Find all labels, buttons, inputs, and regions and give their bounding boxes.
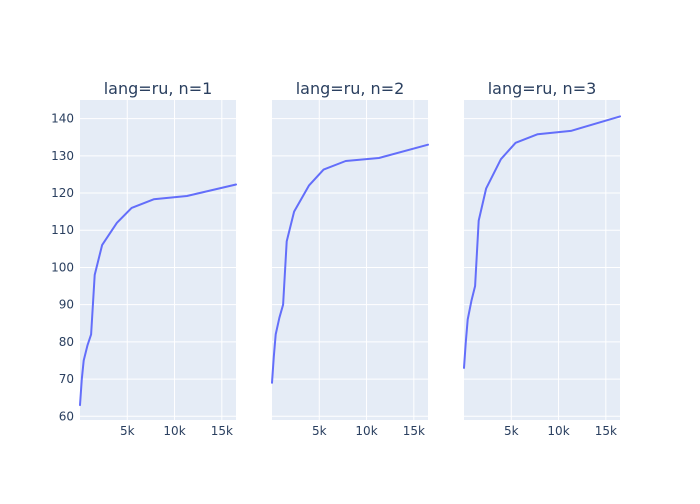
x-tick-label: 5k: [504, 424, 519, 438]
y-tick-label: 90: [59, 298, 74, 312]
panel-title: lang=ru, n=2: [296, 79, 405, 98]
y-tick-label: 60: [59, 409, 74, 423]
series-line: [79, 183, 237, 407]
panel-title: lang=ru, n=3: [488, 79, 597, 98]
x-tick-label: 5k: [312, 424, 327, 438]
y-tick-label: 80: [59, 335, 74, 349]
panel-title: lang=ru, n=1: [104, 79, 213, 98]
series-line: [271, 143, 429, 384]
panel-3: 5k 10k 15k lang=ru, n=3: [463, 79, 621, 438]
series-line: [463, 115, 621, 369]
x-tick-label: 10k: [355, 424, 377, 438]
y-tick-label: 70: [59, 372, 74, 386]
x-tick-label: 15k: [595, 424, 617, 438]
x-tick-label: 10k: [163, 424, 185, 438]
x-tick-label: 15k: [211, 424, 233, 438]
y-tick-label: 130: [51, 149, 74, 163]
plot-area: [272, 100, 428, 420]
y-tick-label: 100: [51, 260, 74, 274]
plot-area: [464, 100, 620, 420]
y-tick-label: 140: [51, 112, 74, 126]
y-tick-label: 110: [51, 223, 74, 237]
panel-2: 5k 10k 15k lang=ru, n=2: [271, 79, 429, 438]
x-tick-label: 15k: [403, 424, 425, 438]
x-tick-label: 5k: [120, 424, 135, 438]
panel-1: 60 70 80 90 100 110 120 130 140 5k 10k 15k lang=ru, …: [51, 79, 237, 438]
plot-area: [80, 100, 236, 420]
y-tick-label: 120: [51, 186, 74, 200]
x-tick-label: 10k: [547, 424, 569, 438]
